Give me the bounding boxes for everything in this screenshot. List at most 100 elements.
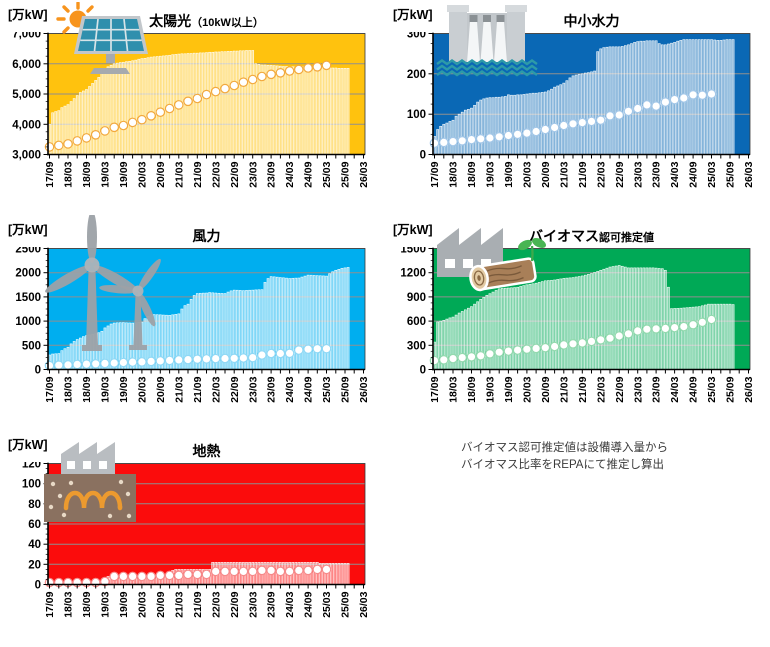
x-tick-label: 23/09 <box>266 591 278 617</box>
title-main: 中小水力 <box>563 13 620 29</box>
y-tick-label: 900 <box>407 292 426 304</box>
x-tick-label: 21/03 <box>558 161 570 187</box>
y-tick-label: 3,000 <box>12 150 41 162</box>
wind-plot: 0 500 1000 1500 2000 2500 17/09 18/03 18/09 19/03… <box>2 244 370 432</box>
x-axis-labels: 17/09 18/03 18/09 19/03 19/09 20/03 20/09 21/03… <box>44 591 370 617</box>
wind-plot-svg: 0 500 1000 1500 2000 2500 17/09 18/03 18/09 19/03… <box>15 244 370 403</box>
heat-coil <box>63 490 123 511</box>
x-tick-label: 17/09 <box>44 376 56 402</box>
title-main: バイオマス <box>529 228 599 244</box>
x-tick-label: 21/03 <box>173 591 185 617</box>
x-tick-label: 25/03 <box>706 376 718 402</box>
chart-biomass: [万kW] バイオマス認可推定値 0 300 600 900 1200 1 <box>385 215 770 430</box>
geothermal-plot-svg: 0 20 40 60 80 100 120 17/09 18/03 18/09 19/03 19/09… <box>22 459 370 618</box>
x-tick-label: 22/09 <box>229 161 241 187</box>
note-line-1: バイオマス認可推定値は設備導入量から <box>461 442 668 454</box>
chart-title-hydro: 中小水力 <box>433 11 750 31</box>
chart-solar: [万kW] 太陽光（10kW以上） 3,000 4,000 5,000 6,000 7,… <box>0 0 385 215</box>
x-tick-label: 26/03 <box>358 591 370 617</box>
water-waves <box>436 59 538 77</box>
x-tick-label: 25/03 <box>321 376 333 402</box>
y-axis-labels: 3,000 4,000 5,000 6,000 7,000 <box>12 29 41 162</box>
x-axis-ticks <box>49 584 364 589</box>
sprout-icon <box>518 237 546 262</box>
x-tick-label: 17/09 <box>429 376 441 402</box>
y-tick-label: 7,000 <box>12 32 41 41</box>
title-main: 太陽光 <box>149 13 192 29</box>
chart-title-solar: 太陽光（10kW以上） <box>48 11 365 31</box>
x-tick-label: 25/09 <box>725 376 737 402</box>
x-tick-label: 20/09 <box>540 161 552 187</box>
x-axis-ticks <box>434 369 749 374</box>
x-tick-label: 23/03 <box>247 591 259 617</box>
y-axis-labels: 0 500 1000 1500 2000 2500 <box>15 244 41 377</box>
y-tick-label: 1200 <box>400 268 426 280</box>
x-tick-label: 18/03 <box>448 376 460 402</box>
bars-series <box>48 267 350 370</box>
x-tick-label: 20/03 <box>137 376 149 402</box>
biomass-plot: 0 300 600 900 1200 1500 17/09 18/03 18/09 19/03 19… <box>387 244 755 432</box>
solar-panel <box>74 16 148 74</box>
x-axis-ticks <box>434 154 749 159</box>
wind-turbines-icon <box>45 215 161 351</box>
x-tick-label: 18/09 <box>81 376 93 402</box>
dam-icon <box>436 5 538 77</box>
x-tick-label: 22/09 <box>229 376 241 402</box>
y-tick-label: 300 <box>407 340 426 352</box>
x-axis-ticks <box>49 154 364 159</box>
sun-solar-panel-icon <box>56 2 148 74</box>
y-axis-unit-label: [万kW] <box>8 438 48 452</box>
x-tick-label: 19/09 <box>118 591 130 617</box>
y-axis-unit-label: [万kW] <box>393 223 433 237</box>
chart-geothermal: [万kW] 地熱 0 20 40 60 80 100 120 17/09 18/03 18/09 1… <box>0 430 385 645</box>
y-tick-label: 0 <box>35 580 41 592</box>
y-tick-label: 200 <box>407 69 426 81</box>
x-tick-label: 21/09 <box>577 376 589 402</box>
x-tick-label: 21/09 <box>192 161 204 187</box>
x-tick-label: 20/03 <box>137 591 149 617</box>
title-suffix: （10kW以上） <box>191 17 264 29</box>
y-tick-label: 2000 <box>15 268 41 280</box>
solar-plot-svg: 3,000 4,000 5,000 6,000 7,000 17/09 18/03 18/09… <box>12 29 370 188</box>
y-tick-label: 300 <box>407 32 426 41</box>
x-tick-label: 24/09 <box>688 161 700 187</box>
trend-markers <box>429 314 717 366</box>
y-tick-label: 1500 <box>15 292 41 304</box>
x-tick-label: 19/09 <box>118 376 130 402</box>
title-main: 風力 <box>192 228 221 244</box>
title-main: 地熱 <box>192 443 221 459</box>
x-tick-label: 19/03 <box>100 591 112 617</box>
note-block: バイオマス認可推定値は設備導入量から バイオマス比率をREPAにて推定し算出 <box>385 430 770 645</box>
x-tick-label: 26/03 <box>743 376 755 402</box>
biomass-note: バイオマス認可推定値は設備導入量から バイオマス比率をREPAにて推定し算出 <box>385 430 770 473</box>
x-tick-label: 22/03 <box>595 376 607 402</box>
x-tick-label: 24/09 <box>303 376 315 402</box>
geothermal-plot: 0 20 40 60 80 100 120 17/09 18/03 18/09 19/03 19/09… <box>2 459 370 647</box>
x-tick-label: 23/03 <box>247 161 259 187</box>
y-axis-labels: 0 300 600 900 1200 1500 <box>400 244 426 377</box>
x-tick-label: 19/03 <box>100 161 112 187</box>
biomass-plot-svg: 0 300 600 900 1200 1500 17/09 18/03 18/09 19/03 19… <box>400 244 755 403</box>
chart-title-biomass: バイオマス認可推定値 <box>433 226 750 246</box>
x-tick-label: 26/03 <box>358 376 370 402</box>
x-tick-label: 23/09 <box>266 376 278 402</box>
y-tick-label: 100 <box>407 109 426 121</box>
y-tick-label: 40 <box>28 539 41 551</box>
x-tick-label: 20/09 <box>155 591 167 617</box>
y-tick-label: 5,000 <box>12 89 41 101</box>
x-tick-label: 22/09 <box>614 161 626 187</box>
x-tick-label: 21/03 <box>173 161 185 187</box>
x-tick-label: 23/09 <box>266 161 278 187</box>
x-tick-label: 20/03 <box>522 161 534 187</box>
trend-markers <box>44 60 332 152</box>
trend-markers <box>429 89 717 148</box>
x-tick-label: 23/09 <box>651 376 663 402</box>
x-tick-label: 22/09 <box>229 591 241 617</box>
solar-plot: 3,000 4,000 5,000 6,000 7,000 17/09 18/03 18/09… <box>2 29 370 217</box>
x-tick-label: 21/09 <box>192 591 204 617</box>
x-tick-label: 17/09 <box>44 161 56 187</box>
x-tick-label: 20/09 <box>155 376 167 402</box>
geothermal-icon <box>44 442 136 522</box>
x-tick-label: 18/03 <box>63 591 75 617</box>
chart-wind: [万kW] 風力 <box>0 215 385 430</box>
